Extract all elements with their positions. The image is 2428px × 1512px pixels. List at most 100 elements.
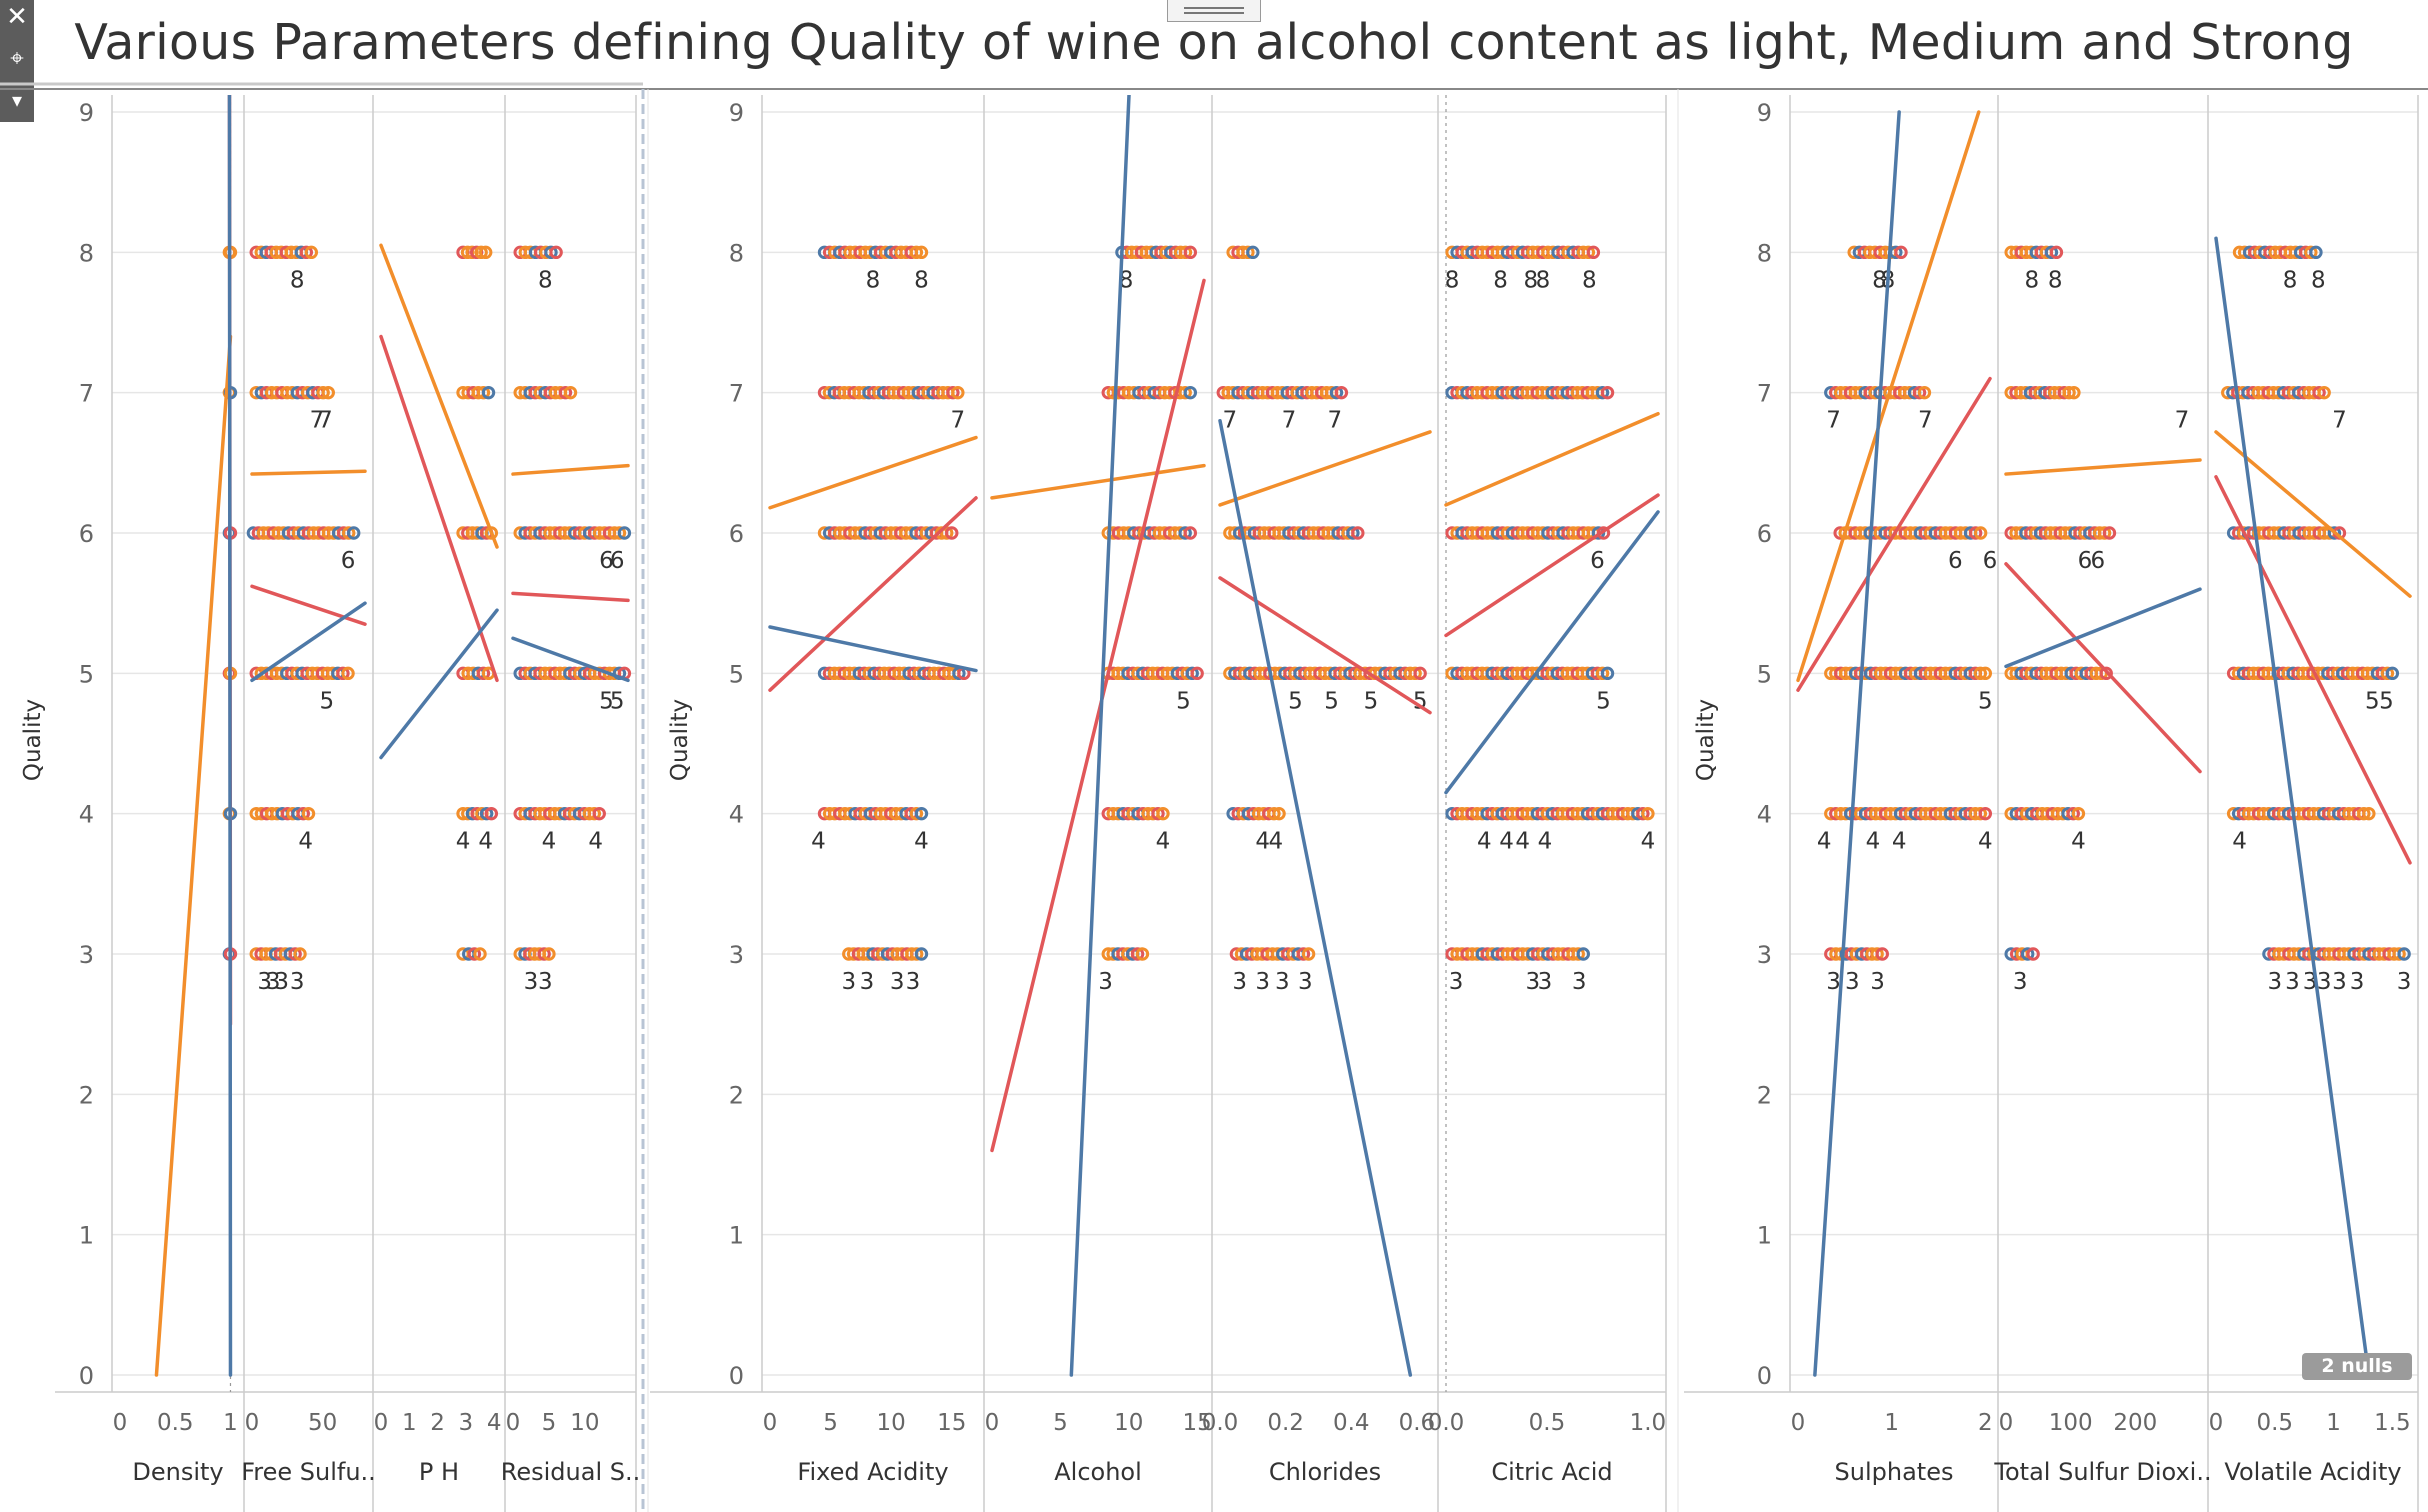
data-point	[2380, 666, 2395, 681]
x-axis-title: Alcohol	[1054, 1458, 1142, 1486]
x-tick-label: 100	[2049, 1410, 2093, 1436]
mark-label: 4	[588, 829, 603, 855]
y-tick-label: 8	[79, 239, 94, 267]
data-point	[467, 947, 482, 961]
x-tick-label: 50	[308, 1410, 337, 1436]
mark-label: 8	[1445, 267, 1460, 293]
data-point	[288, 947, 302, 961]
mark-label: 3	[906, 969, 921, 995]
trend-line-medium	[511, 463, 630, 476]
data-point	[304, 245, 319, 260]
mark-label: 8	[866, 267, 881, 293]
mark-label: 4	[456, 829, 471, 855]
mark-label: 4	[1268, 829, 1283, 855]
trend-line-strong	[379, 334, 499, 683]
trend-line-light	[2004, 587, 2202, 669]
mark-label: 8	[290, 267, 305, 293]
data-point	[1296, 947, 1311, 961]
y-tick-label: 1	[729, 1222, 744, 1250]
mark-label: 3	[890, 969, 905, 995]
trend-line-strong	[511, 591, 630, 603]
pane-free-sulfur-dioxide: 0 50 Free Sulfu.. 8 77 6 5 4 333 3	[241, 95, 376, 1512]
mark-label: 3	[2013, 969, 2028, 995]
data-point	[2397, 947, 2411, 961]
trend-lines	[2004, 458, 2202, 774]
data-point	[914, 806, 929, 821]
resize-grip-handle[interactable]	[1167, 0, 1261, 22]
mark-label: 4	[2071, 829, 2086, 855]
trend-line-light	[227, 95, 233, 1377]
data-point	[474, 245, 488, 260]
data-point	[1595, 666, 1610, 681]
data-point	[1156, 806, 1170, 821]
x-tick-label: 0.5	[1529, 1410, 1566, 1436]
y-axis-title: Quality	[1693, 699, 1719, 781]
dropdown-menu-icon[interactable]: ▾	[11, 88, 23, 112]
trend-lines	[1796, 110, 1992, 1377]
mark-label: 3	[1232, 969, 1247, 995]
mark-label: 3	[1098, 969, 1113, 995]
data-point	[473, 947, 487, 961]
mark-label: 6	[1590, 548, 1605, 574]
data-point	[946, 385, 960, 400]
mark-label: 4	[1641, 829, 1656, 855]
trend-line-strong	[2004, 562, 2202, 774]
trend-line-strong	[990, 278, 1206, 1153]
mark-label: 3	[2397, 969, 2412, 995]
trend-line-medium	[768, 435, 978, 510]
trend-line-medium	[2004, 458, 2202, 476]
data-point	[1586, 245, 1601, 260]
data-point	[563, 385, 578, 400]
x-axis-title: Residual S..	[501, 1458, 640, 1486]
trend-line-strong	[250, 584, 367, 626]
points	[1445, 245, 1655, 961]
mark-label: 3	[1525, 969, 1540, 995]
trend-lines	[250, 469, 367, 683]
mark-label: 8	[538, 267, 553, 293]
x-tick-label: 5	[823, 1410, 838, 1436]
trend-line-medium	[1218, 430, 1432, 507]
mark-label: 4	[1515, 829, 1530, 855]
mark-label: 6	[610, 548, 625, 574]
y-tick-label: 4	[79, 801, 94, 829]
mark-label: 4	[298, 829, 313, 855]
chart-title: Various Parameters defining Quality of w…	[74, 14, 2354, 71]
y-tick-label: 6	[729, 520, 744, 548]
trend-lines	[1218, 418, 1432, 1377]
data-point	[1641, 806, 1655, 821]
nulls-indicator-badge[interactable]: 2 nulls	[2302, 1353, 2412, 1380]
mark-label: 3	[2285, 969, 2300, 995]
data-point	[1334, 385, 1349, 400]
close-icon[interactable]: ✕	[6, 2, 28, 32]
trend-line-light	[1444, 510, 1660, 795]
points	[1216, 245, 1427, 961]
mark-label: 8	[2311, 267, 2326, 293]
x-axis-title: Total Sulfur Dioxi..	[1993, 1458, 2211, 1486]
x-tick-label: 200	[2113, 1410, 2157, 1436]
data-point	[542, 947, 556, 961]
pin-icon[interactable]: ⌖	[10, 44, 24, 72]
x-tick-label: 0.4	[1333, 1410, 1370, 1436]
mark-label: 4	[1978, 829, 1993, 855]
mark-label: 4	[2232, 829, 2247, 855]
data-point	[909, 806, 924, 821]
mark-label: 3	[2317, 969, 2332, 995]
y-tick-label: 7	[79, 380, 94, 408]
y-tick-label: 1	[1757, 1222, 1772, 1250]
data-point	[1190, 666, 1204, 681]
floating-toolbar: ✕ ⌖ ▾	[0, 0, 34, 122]
x-tick-label: 0	[985, 1410, 1000, 1436]
data-point	[909, 947, 924, 961]
x-tick-label: 4	[487, 1410, 502, 1436]
mark-label: 3	[524, 969, 539, 995]
pane-sulphates: 012Sulphates88776654444333	[1791, 95, 1999, 1512]
data-point	[549, 245, 563, 260]
mark-label: 4	[1892, 829, 1907, 855]
mark-label: 3	[257, 969, 272, 995]
x-axis-title: P H	[419, 1458, 459, 1486]
mark-label: 3	[2267, 969, 2282, 995]
grip-line	[1184, 7, 1244, 9]
